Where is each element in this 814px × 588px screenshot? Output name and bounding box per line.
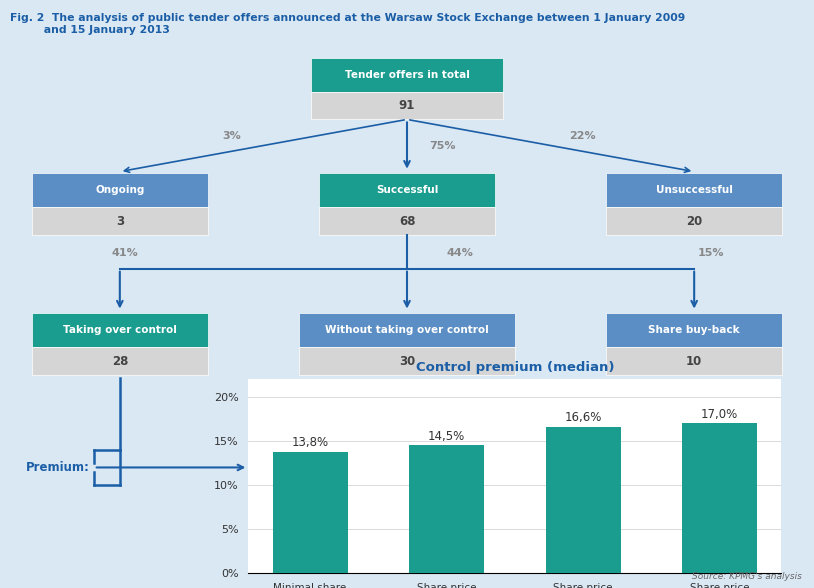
Bar [300,347,514,375]
Bar [311,58,503,92]
Text: 3: 3 [116,215,124,228]
Bar [311,92,503,119]
Text: Share buy-back: Share buy-back [649,325,740,335]
Bar [273,452,348,573]
Text: 75%: 75% [430,141,456,151]
Bar [606,313,782,347]
Text: 20: 20 [686,215,702,228]
Text: 16,6%: 16,6% [564,411,602,424]
Text: Without taking over control: Without taking over control [325,325,489,335]
Text: 68: 68 [399,215,415,228]
Text: 17,0%: 17,0% [701,407,738,421]
Bar [32,207,208,235]
Text: Ongoing: Ongoing [95,185,145,195]
Text: Successful: Successful [376,185,438,195]
Text: Unsuccessful: Unsuccessful [656,185,733,195]
Text: 30: 30 [399,355,415,368]
Bar [32,313,208,347]
Text: and 15 January 2013: and 15 January 2013 [10,25,169,35]
Title: Control premium (median): Control premium (median) [416,361,614,374]
Bar [545,427,620,573]
Bar [300,313,514,347]
Bar [32,173,208,207]
Text: Tender offers in total: Tender offers in total [344,69,470,79]
Text: 22%: 22% [569,131,596,141]
Text: 28: 28 [112,355,128,368]
Text: Premium:: Premium: [26,461,90,474]
Text: Taking over control: Taking over control [63,325,177,335]
Text: 41%: 41% [112,248,138,258]
Bar [409,446,484,573]
Bar [682,423,757,573]
Text: 13,8%: 13,8% [291,436,329,449]
Text: Fig. 2  The analysis of public tender offers announced at the Warsaw Stock Excha: Fig. 2 The analysis of public tender off… [10,13,685,23]
Bar [319,173,495,207]
Text: 91: 91 [399,99,415,112]
Bar [606,173,782,207]
Text: 3%: 3% [222,131,241,141]
Bar [606,347,782,375]
Text: 14,5%: 14,5% [428,430,466,443]
Bar [319,207,495,235]
Bar [32,347,208,375]
Text: 15%: 15% [698,248,724,258]
Text: 10: 10 [686,355,702,368]
Text: Source: KPMG's analysis: Source: KPMG's analysis [692,572,802,581]
Bar [606,207,782,235]
Text: 44%: 44% [447,248,474,258]
